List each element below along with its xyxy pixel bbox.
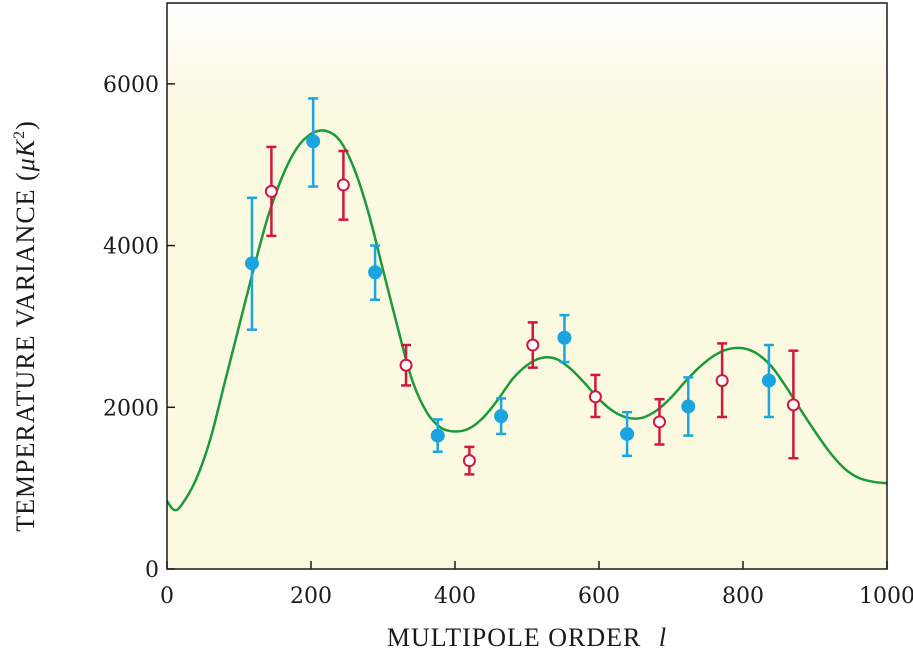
- data-point-open: [399, 343, 413, 387]
- x-tick-label: 0: [160, 584, 174, 609]
- data-point-open: [526, 321, 540, 369]
- data-point-open: [264, 145, 278, 238]
- point-marker: [620, 426, 635, 441]
- data-point-filled: [244, 196, 259, 331]
- point-marker: [526, 338, 540, 352]
- x-tick-label: 200: [290, 584, 332, 609]
- data-point-open: [652, 397, 666, 446]
- y-tick-label: 4000: [103, 235, 159, 260]
- x-tick-label: 600: [578, 584, 620, 609]
- x-tick-label: 1000: [859, 584, 913, 609]
- data-point-filled: [306, 97, 321, 188]
- data-point-filled: [681, 376, 696, 437]
- point-marker: [306, 134, 321, 149]
- y-tick-label: 0: [145, 558, 159, 583]
- point-marker: [786, 398, 800, 412]
- x-tick-label: 400: [434, 584, 476, 609]
- data-point-filled: [430, 418, 445, 454]
- data-point-filled: [494, 397, 509, 436]
- y-axis-title: TEMPERATURE VARIANCE (μK2): [11, 120, 40, 532]
- point-marker: [264, 184, 278, 198]
- point-marker: [494, 409, 509, 424]
- data-point-filled: [761, 343, 776, 419]
- data-point-filled: [368, 244, 383, 301]
- y-axis-title-unit: μK: [11, 138, 40, 172]
- plot-area: [167, 3, 887, 569]
- point-marker: [244, 256, 259, 271]
- data-point-open: [462, 445, 476, 476]
- x-axis-title-symbol: l: [659, 623, 667, 651]
- data-point-filled: [557, 313, 572, 364]
- point-marker: [588, 390, 602, 404]
- y-axis-title-exponent: 2: [11, 130, 28, 139]
- point-marker: [761, 373, 776, 388]
- point-marker: [462, 454, 476, 468]
- data-point-open: [786, 349, 800, 460]
- point-marker: [715, 374, 729, 388]
- y-tick-label: 6000: [103, 73, 159, 98]
- data-point-open: [588, 373, 602, 419]
- axis-ticks: 0 200 400 600 800 1000 0 2000 4000 6000: [103, 73, 913, 609]
- point-marker: [399, 358, 413, 372]
- data-point-open: [715, 342, 729, 419]
- point-marker: [336, 178, 350, 192]
- data-point-filled: [620, 410, 635, 458]
- point-marker: [430, 428, 445, 443]
- y-tick-label: 2000: [103, 396, 159, 421]
- data-point-open: [336, 149, 350, 221]
- x-axis-title: MULTIPOLE ORDER l: [387, 623, 667, 651]
- x-tick-label: 800: [722, 584, 764, 609]
- plot-frame: [166, 2, 888, 570]
- point-marker: [368, 265, 383, 280]
- point-marker: [557, 330, 572, 345]
- data-points-layer: [244, 97, 800, 476]
- point-marker: [652, 415, 666, 429]
- point-marker: [681, 399, 696, 414]
- y-axis-title-text: TEMPERATURE VARIANCE (: [11, 171, 40, 532]
- y-axis-title-close: ): [11, 120, 40, 130]
- x-axis-title-text: MULTIPOLE ORDER: [387, 623, 642, 651]
